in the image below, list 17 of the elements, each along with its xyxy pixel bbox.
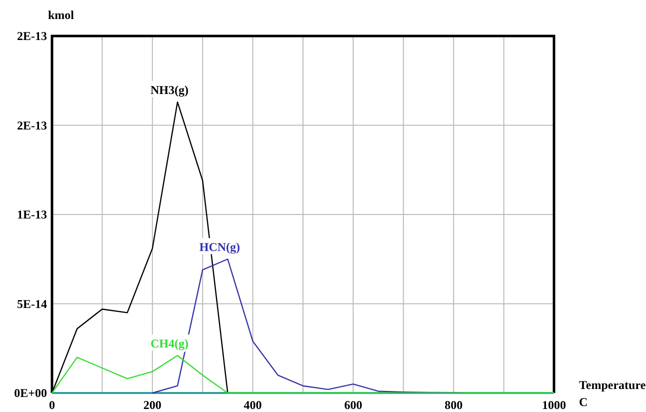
x-tick-label: 600 xyxy=(344,398,362,412)
series-label: CH4(g) xyxy=(150,336,188,351)
y-axis-title: kmol xyxy=(48,8,75,22)
y-tick-label: 2E-13 xyxy=(17,29,47,43)
x-tick-label: 0 xyxy=(49,398,55,412)
x-tick-label: 200 xyxy=(143,398,162,412)
y-tick-label: 0E+00 xyxy=(14,386,47,400)
y-tick-label: 1E-13 xyxy=(17,208,47,222)
y-tick-label: 2E-13 xyxy=(17,118,47,132)
x-tick-label: 800 xyxy=(444,398,463,412)
y-tick-label: 5E-14 xyxy=(17,296,47,311)
series-label: NH3(g) xyxy=(150,83,188,98)
x-tick-label: 1000 xyxy=(542,398,566,412)
x-tick-label: 400 xyxy=(244,398,262,412)
series-label: HCN(g) xyxy=(199,240,240,254)
line-series xyxy=(51,354,555,394)
x-axis-title: Temperature C xyxy=(579,378,646,409)
